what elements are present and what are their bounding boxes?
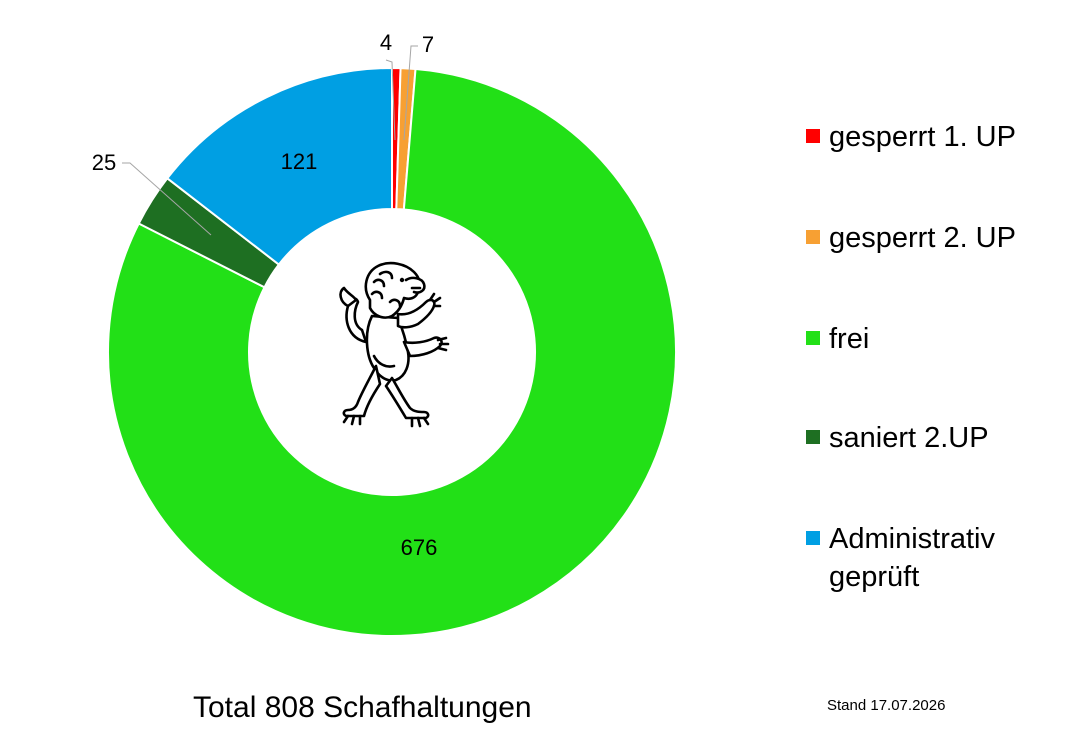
legend-swatch-gesperrt-2-up (806, 230, 820, 244)
data-label-administrativ-geprueft: 121 (281, 149, 318, 174)
leader-line-saniert-2-up (122, 162, 212, 236)
data-label-gesperrt-2-up: 7 (422, 32, 434, 57)
legend-label-gesperrt-1-up: gesperrt 1. UP (829, 121, 1016, 153)
data-label-frei: 676 (401, 535, 438, 560)
label-leader-lines (122, 45, 418, 236)
legend-label-gesperrt-2-up: gesperrt 2. UP (829, 222, 1016, 254)
legend-item-frei: frei (806, 320, 1039, 358)
data-label-saniert-2-up: 25 (92, 150, 116, 175)
zurich-lion-icon (339, 261, 450, 428)
legend-swatch-saniert-2-up (806, 430, 820, 444)
legend-swatch-administrativ-geprueft (806, 531, 820, 545)
legend-swatch-frei (806, 331, 820, 345)
legend-label-administrativ-geprueft: Administrativ geprüft (829, 523, 995, 593)
data-label-gesperrt-1-up: 4 (380, 30, 392, 55)
legend-item-gesperrt-2-up: gesperrt 2. UP (806, 219, 1039, 257)
legend-item-administrativ-geprueft: Administrativ geprüft (806, 520, 1039, 596)
leader-line-gesperrt-1-up (385, 59, 396, 141)
legend-item-gesperrt-1-up: gesperrt 1. UP (806, 118, 1039, 156)
legend-label-frei: frei (829, 323, 870, 355)
total-caption: Total 808 Schafhaltungen (193, 691, 532, 724)
donut-chart: 4 7 676 25 121 (92, 30, 677, 637)
slice-frei (107, 67, 677, 637)
leader-line-gesperrt-2-up (403, 45, 418, 141)
stand-date: Stand 17.07.2026 (827, 697, 946, 714)
legend-swatch-gesperrt-1-up (806, 129, 820, 143)
data-labels: 4 7 676 25 121 (92, 30, 438, 560)
slice-administrativ-geprueft (165, 66, 393, 266)
legend-label-saniert-2-up: saniert 2.UP (829, 422, 989, 454)
legend-item-saniert-2-up: saniert 2.UP (806, 419, 1039, 457)
